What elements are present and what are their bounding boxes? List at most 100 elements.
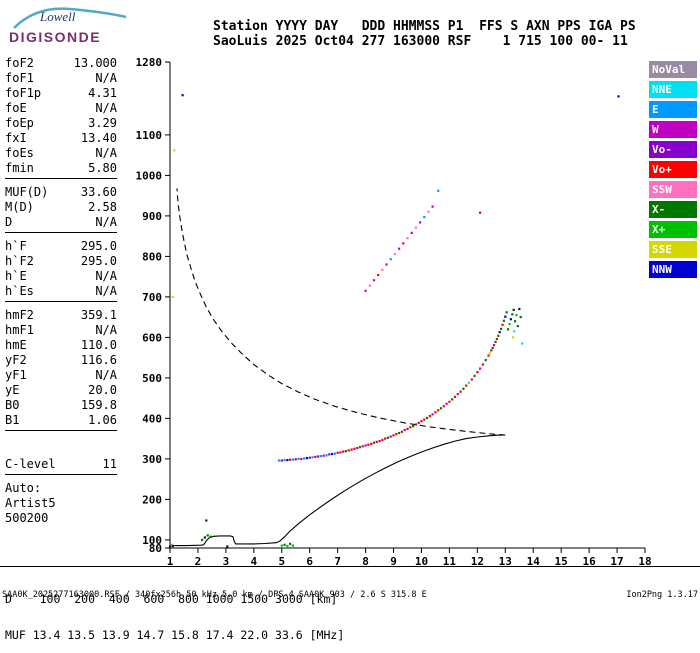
param-value: 13.40: [80, 131, 117, 145]
echo-point: [392, 434, 395, 437]
direction-legend: NoVal NNE E W Vo- Vo+ SSW X- X+ SSE NNW: [649, 61, 697, 281]
echo-point: [286, 544, 289, 548]
echo-point: [493, 344, 496, 347]
param-label: yE: [5, 383, 20, 397]
y-tick-label: 1280: [136, 56, 163, 69]
param-value: 13.000: [73, 56, 117, 70]
param-label: h`F2: [5, 254, 34, 268]
echo-point: [294, 458, 297, 461]
echo-point: [378, 440, 381, 443]
echo-point: [209, 535, 212, 538]
param-label: MUF(D): [5, 185, 49, 199]
echo-point: [339, 451, 342, 454]
echo-point: [442, 405, 445, 408]
echo-point: [512, 308, 515, 311]
param-artist5: Artist5: [5, 496, 117, 511]
x-tick-label: 8: [362, 555, 369, 568]
logo-swoosh-icon: [13, 7, 127, 29]
footer: SAA0K_2025277163000.RSF / 340fx256h 50 k…: [2, 590, 698, 600]
x-tick-label: 5: [278, 555, 285, 568]
echo-point: [395, 433, 398, 436]
echoes-multi-hop: [364, 205, 434, 292]
digisonde-logo: Lowell DIGISONDE: [6, 4, 136, 50]
param-label: yF2: [5, 353, 27, 367]
header-line1: Station YYYY DAY DDD HHMMSS P1 FFS S AXN…: [213, 19, 636, 34]
echo-point: [381, 438, 384, 441]
echo-point: [308, 456, 311, 459]
param-group-3: hmF2 359.1 hmF1 N/A hmE 110.0 yF2 116.6 yF1 N/A yE…: [5, 308, 117, 431]
y-tick-label: 800: [142, 250, 162, 263]
y-tick-label: 500: [142, 372, 162, 385]
param-fof1p: foF1p 4.31: [5, 86, 117, 101]
param-label: yF1: [5, 368, 27, 382]
echo-point: [507, 328, 510, 331]
y-tick-label: 300: [142, 453, 162, 466]
lowell-text: Lowell: [39, 9, 76, 24]
echo-point: [502, 319, 505, 322]
echo-point: [291, 458, 294, 461]
x-tick-label: 15: [555, 555, 568, 568]
param-mufd: MUF(D) 33.60: [5, 185, 117, 200]
echo-point: [300, 457, 303, 460]
echo-point: [451, 398, 454, 401]
echo-point: [347, 449, 350, 452]
param-label: h`F: [5, 239, 27, 253]
echo-point: [364, 444, 367, 447]
param-label: D: [5, 215, 13, 229]
param-label: foEs: [5, 146, 34, 160]
param-label: foF2: [5, 56, 34, 70]
echo-point: [509, 318, 512, 321]
echo-point: [428, 414, 431, 418]
echo-point: [417, 421, 420, 424]
legend-noval: NoVal: [649, 61, 697, 78]
echo-point: [370, 442, 373, 445]
echo-point: [414, 423, 417, 426]
param-fof2: foF2 13.000: [5, 56, 117, 71]
echo-point: [384, 437, 387, 440]
echo-point: [280, 459, 283, 462]
echo-point: [386, 436, 389, 439]
parameter-panel: foF2 13.000 foF1 N/A foF1p 4.31 foE N/A foEp 3.29…: [5, 56, 117, 534]
param-value: N/A: [95, 368, 117, 382]
echo-point: [305, 457, 308, 460]
y-tick-label: 100: [142, 534, 162, 547]
echo-point: [491, 346, 494, 349]
param-value: N/A: [95, 323, 117, 337]
echo-point: [297, 457, 300, 460]
param-hme: hmE 110.0: [5, 338, 117, 353]
echo-point: [515, 314, 518, 317]
axis-labels: 1 2 3 4 5 6 7 8 9 10 11 12 13 14 15 16 17 188010020030040…: [136, 56, 652, 568]
echo-point: [467, 381, 471, 384]
x-tick-label: 4: [251, 555, 258, 568]
param-group-4: C-level 11: [5, 457, 117, 475]
param-value: 159.8: [80, 398, 117, 412]
param-value: 295.0: [80, 239, 117, 253]
legend-vo: Vo+: [649, 161, 697, 178]
echo-point: [314, 455, 317, 458]
dmuf-muf-row: MUF 13.4 13.5 13.9 14.7 15.8 17.4 22.0 3…: [5, 628, 345, 642]
param-clevel: C-level 11: [5, 457, 117, 472]
x-tick-label: 6: [306, 555, 313, 568]
echo-point: [356, 446, 359, 450]
param-500200: 500200: [5, 511, 117, 526]
legend-vo: Vo-: [649, 141, 697, 158]
param-fof1: foF1 N/A: [5, 71, 117, 86]
echoes-f-trace: [277, 311, 508, 462]
x-tick-label: 2: [195, 555, 202, 568]
echo-point: [344, 450, 348, 453]
echo-point: [439, 407, 443, 410]
echo-point: [508, 322, 511, 326]
echo-point: [437, 189, 440, 192]
ionogram-plot: 1 2 3 4 5 6 7 8 9 10 11 12 13 14 15 16 17 188010020030040…: [136, 56, 652, 568]
echo-point: [488, 352, 491, 355]
echo-point: [409, 426, 412, 429]
param-group-5: Auto: Artist5 500200: [5, 481, 117, 528]
param-value: N/A: [95, 101, 117, 115]
echo-point: [291, 544, 294, 547]
param-label: foE: [5, 101, 27, 115]
echo-point: [448, 400, 451, 403]
echo-point: [473, 374, 476, 377]
x-tick-label: 18: [638, 555, 651, 568]
param-fmin: fmin 5.80: [5, 161, 117, 176]
echo-point: [206, 534, 209, 537]
